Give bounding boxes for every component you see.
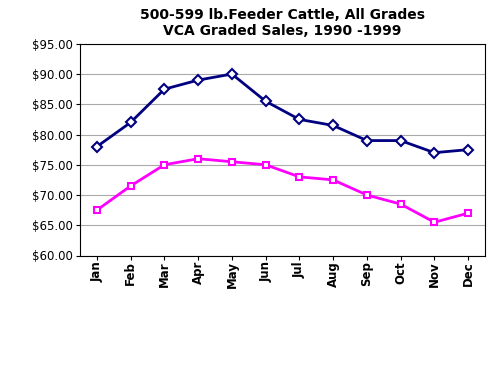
Heifers: [229, 160, 235, 164]
Steers: [128, 120, 134, 124]
Steers: [432, 150, 438, 155]
Steers: [229, 72, 235, 76]
Line: Steers: Steers: [94, 70, 472, 156]
Heifers: [195, 157, 201, 161]
Steers: [162, 87, 168, 91]
Steers: [195, 78, 201, 82]
Heifers: [162, 162, 168, 167]
Steers: [262, 99, 268, 103]
Steers: [94, 145, 100, 149]
Heifers: [364, 193, 370, 197]
Heifers: [296, 175, 302, 179]
Steers: [364, 138, 370, 143]
Line: Heifers: Heifers: [94, 155, 472, 226]
Heifers: [465, 211, 471, 215]
Heifers: [128, 184, 134, 188]
Heifers: [262, 162, 268, 167]
Heifers: [432, 220, 438, 224]
Steers: [296, 117, 302, 122]
Steers: [398, 138, 404, 143]
Heifers: [94, 208, 100, 212]
Steers: [330, 123, 336, 128]
Heifers: [330, 178, 336, 182]
Heifers: [398, 202, 404, 206]
Title: 500-599 lb.Feeder Cattle, All Grades
VCA Graded Sales, 1990 -1999: 500-599 lb.Feeder Cattle, All Grades VCA…: [140, 8, 425, 38]
Steers: [465, 147, 471, 152]
